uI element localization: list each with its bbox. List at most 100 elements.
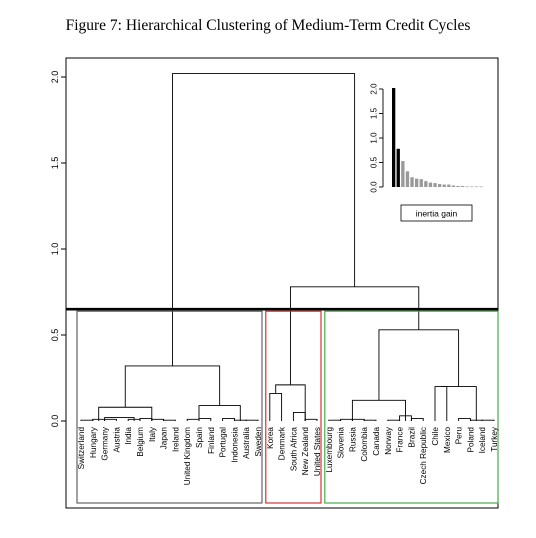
inertia-gain-bar bbox=[396, 148, 400, 187]
inertia-gain-bar bbox=[479, 186, 483, 188]
leaf-label: Denmark bbox=[278, 426, 287, 460]
dendrogram-link bbox=[328, 419, 342, 421]
leaf-label: United States bbox=[313, 427, 322, 476]
dendrogram-link bbox=[186, 418, 200, 421]
dendrogram-link bbox=[363, 419, 377, 421]
inertia-gain-bar bbox=[419, 179, 423, 187]
dendrogram-link bbox=[198, 417, 212, 421]
inertia-gain-bar bbox=[424, 181, 428, 187]
leaf-label: Switzerland bbox=[77, 427, 86, 470]
leaf-label: Poland bbox=[466, 427, 475, 453]
inertia-gain-bar bbox=[470, 186, 474, 188]
leaf-label: Canada bbox=[372, 427, 381, 456]
leaf-label: Luxembourg bbox=[325, 427, 334, 473]
leaf-label: South Africa bbox=[289, 427, 298, 472]
inertia-gain-bar bbox=[465, 186, 469, 188]
dendrogram-link bbox=[275, 384, 306, 421]
dendrogram-link bbox=[440, 386, 477, 421]
leaf-label: Indonesia bbox=[230, 427, 239, 463]
dendrogram-link bbox=[172, 73, 356, 366]
leaf-label: Mexico bbox=[443, 427, 452, 453]
leaf-label: Iceland bbox=[478, 427, 487, 454]
dendrogram-link bbox=[292, 411, 306, 421]
dendrogram-link bbox=[387, 419, 401, 421]
inset-legend: inertia gain bbox=[400, 204, 473, 222]
inertia-gain-bar bbox=[442, 184, 446, 187]
dendrogram-link bbox=[163, 419, 176, 421]
figure-title: Figure 7: Hierarchical Clustering of Med… bbox=[65, 17, 471, 34]
dendrogram-tree bbox=[80, 73, 495, 421]
inertia-gain-bar bbox=[461, 186, 465, 187]
inertia-gain-bar bbox=[451, 185, 456, 187]
leaf-label: Turkey bbox=[490, 426, 499, 452]
cluster-box bbox=[76, 310, 263, 504]
y-axis: 0.0 0.5 1.0 1.5 2.0 bbox=[50, 71, 67, 428]
inertia-gain-bar bbox=[438, 184, 442, 187]
inertia-gain-bar bbox=[415, 178, 419, 187]
dendrogram-link bbox=[222, 417, 235, 421]
inset-y-tick-label: 0.0 bbox=[370, 181, 379, 193]
inertia-gain-inset: 0.0 0.5 1.0 1.5 2.0 inertia gain bbox=[370, 83, 483, 222]
dendrogram-link bbox=[304, 418, 318, 421]
dendrogram-link bbox=[351, 399, 406, 421]
dendrogram-link bbox=[481, 419, 495, 421]
leaf-label: Sweden bbox=[254, 427, 263, 457]
inertia-gain-bar bbox=[428, 182, 433, 187]
dendrogram-link bbox=[290, 286, 420, 385]
leaf-label: Finland bbox=[207, 427, 216, 454]
inertia-gain-bar bbox=[456, 186, 460, 187]
y-tick-label: 2.0 bbox=[50, 71, 60, 84]
leaf-label: Belgium bbox=[136, 427, 145, 457]
dendrogram-link bbox=[351, 418, 365, 421]
leaf-label: Portugal bbox=[219, 427, 228, 458]
leaf-label: Korea bbox=[266, 427, 275, 449]
dendrogram-link bbox=[434, 386, 448, 421]
inertia-gain-bar bbox=[392, 88, 396, 187]
leaf-label: Australia bbox=[242, 427, 251, 459]
leaf-label: Norway bbox=[384, 426, 393, 455]
leaf-label: Chile bbox=[431, 427, 440, 446]
leaf-label: Hungary bbox=[89, 426, 98, 458]
inset-legend-label: inertia gain bbox=[416, 209, 458, 219]
cluster-box bbox=[324, 310, 499, 504]
inset-y-tick-label: 0.5 bbox=[370, 156, 379, 168]
leaf-label: Peru bbox=[455, 427, 464, 445]
leaf-label: India bbox=[124, 427, 133, 445]
inertia-gain-bar bbox=[433, 183, 437, 187]
dendrogram-link bbox=[458, 417, 471, 421]
leaf-label: Russia bbox=[348, 427, 357, 452]
dendrogram-link bbox=[139, 417, 153, 421]
y-tick-label: 1.5 bbox=[50, 157, 60, 170]
dendrogram-link bbox=[151, 418, 165, 421]
leaf-label: Czech Republic bbox=[419, 427, 428, 484]
inset-y-tick-label: 2.0 bbox=[370, 83, 379, 95]
leaf-label: Ireland bbox=[171, 427, 180, 452]
inertia-gain-bar bbox=[401, 161, 405, 187]
leaf-label: Brazil bbox=[407, 427, 416, 448]
dendrogram-link bbox=[410, 417, 424, 421]
cluster-boxes bbox=[76, 310, 499, 504]
leaf-label: Colombia bbox=[360, 427, 369, 462]
y-tick-label: 0.5 bbox=[50, 329, 60, 342]
inertia-gain-bar bbox=[447, 184, 451, 187]
leaf-label: Spain bbox=[195, 427, 204, 448]
dendrogram-link bbox=[124, 365, 221, 408]
leaf-label: Slovenia bbox=[337, 427, 346, 459]
inset-legend-box bbox=[400, 204, 473, 222]
leaf-label: Japan bbox=[160, 427, 169, 450]
dendrogram-link bbox=[269, 393, 283, 421]
leaf-labels: Switzerland Hungary Germany Austria India Bel… bbox=[77, 426, 499, 485]
dendrogram-link bbox=[245, 419, 259, 421]
leaf-label: New Zealand bbox=[301, 427, 310, 476]
leaf-label: France bbox=[396, 427, 405, 453]
inset-y-tick-label: 1.5 bbox=[370, 107, 379, 119]
inertia-gain-bar bbox=[410, 177, 414, 187]
inset-y-tick-label: 1.0 bbox=[370, 132, 379, 144]
y-tick-label: 0.0 bbox=[50, 415, 60, 428]
y-tick-label: 1.0 bbox=[50, 243, 60, 256]
dendrogram-link bbox=[340, 418, 353, 421]
dendrogram-link bbox=[104, 418, 117, 421]
leaf-label: Germany bbox=[101, 426, 110, 461]
inertia-gain-bar bbox=[474, 186, 479, 188]
